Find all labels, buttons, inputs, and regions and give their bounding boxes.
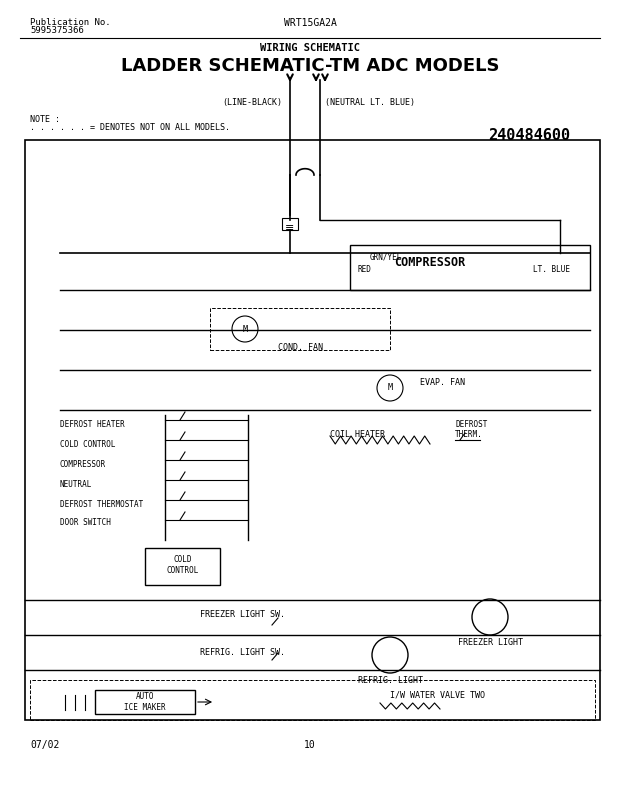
Text: Publication No.: Publication No. [30, 18, 110, 27]
Text: COMPRESSOR: COMPRESSOR [60, 460, 106, 469]
Text: . . . . . . = DENOTES NOT ON ALL MODELS.: . . . . . . = DENOTES NOT ON ALL MODELS. [30, 123, 230, 132]
Bar [350, 245, 590, 290]
Bar [145, 548, 220, 585]
Bar [25, 140, 600, 720]
Text: 10: 10 [304, 740, 316, 750]
Text: COLD CONTROL: COLD CONTROL [60, 440, 115, 449]
Text: ≡: ≡ [285, 223, 294, 233]
Text: COLD
CONTROL: COLD CONTROL [167, 555, 199, 575]
Text: GRN/YEL: GRN/YEL [370, 253, 402, 262]
Text: LT. BLUE: LT. BLUE [533, 265, 570, 275]
Text: REFRIG. LIGHT: REFRIG. LIGHT [358, 676, 422, 685]
Text: AUTO
ICE MAKER: AUTO ICE MAKER [124, 692, 166, 711]
Text: DOOR SWITCH: DOOR SWITCH [60, 518, 111, 527]
Text: REFRIG. LIGHT SW.: REFRIG. LIGHT SW. [200, 648, 285, 657]
Text: DEFROST THERMOSTAT: DEFROST THERMOSTAT [60, 500, 143, 509]
Bar [282, 218, 298, 230]
Text: (NEUTRAL LT. BLUE): (NEUTRAL LT. BLUE) [325, 98, 415, 107]
Bar [30, 680, 595, 720]
Text: DEFROST
THERM.: DEFROST THERM. [455, 420, 487, 439]
Text: I/W WATER VALVE TWO: I/W WATER VALVE TWO [390, 690, 485, 699]
Text: NOTE :: NOTE : [30, 115, 60, 124]
Text: FREEZER LIGHT: FREEZER LIGHT [458, 638, 523, 647]
Text: COND. FAN: COND. FAN [278, 343, 322, 352]
Text: EVAP. FAN: EVAP. FAN [420, 378, 465, 387]
Bar [210, 308, 390, 350]
Bar [95, 690, 195, 714]
Text: FREEZER LIGHT SW.: FREEZER LIGHT SW. [200, 610, 285, 619]
Text: COMPRESSOR: COMPRESSOR [394, 256, 466, 269]
Text: 5995375366: 5995375366 [30, 26, 84, 35]
Text: NEUTRAL: NEUTRAL [60, 480, 92, 489]
Text: DEFROST HEATER: DEFROST HEATER [60, 420, 125, 429]
Text: (LINE-BLACK): (LINE-BLACK) [222, 98, 282, 107]
Text: 07/02: 07/02 [30, 740, 60, 750]
Text: 240484600: 240484600 [488, 128, 570, 143]
Text: LADDER SCHEMATIC-TM ADC MODELS: LADDER SCHEMATIC-TM ADC MODELS [121, 57, 499, 75]
Text: WRT15GA2A: WRT15GA2A [283, 18, 337, 28]
Text: M: M [388, 384, 392, 392]
Text: RED: RED [358, 265, 372, 275]
Text: M: M [242, 325, 247, 333]
Text: COIL HEATER: COIL HEATER [330, 430, 385, 439]
Text: WIRING SCHEMATIC: WIRING SCHEMATIC [260, 43, 360, 53]
